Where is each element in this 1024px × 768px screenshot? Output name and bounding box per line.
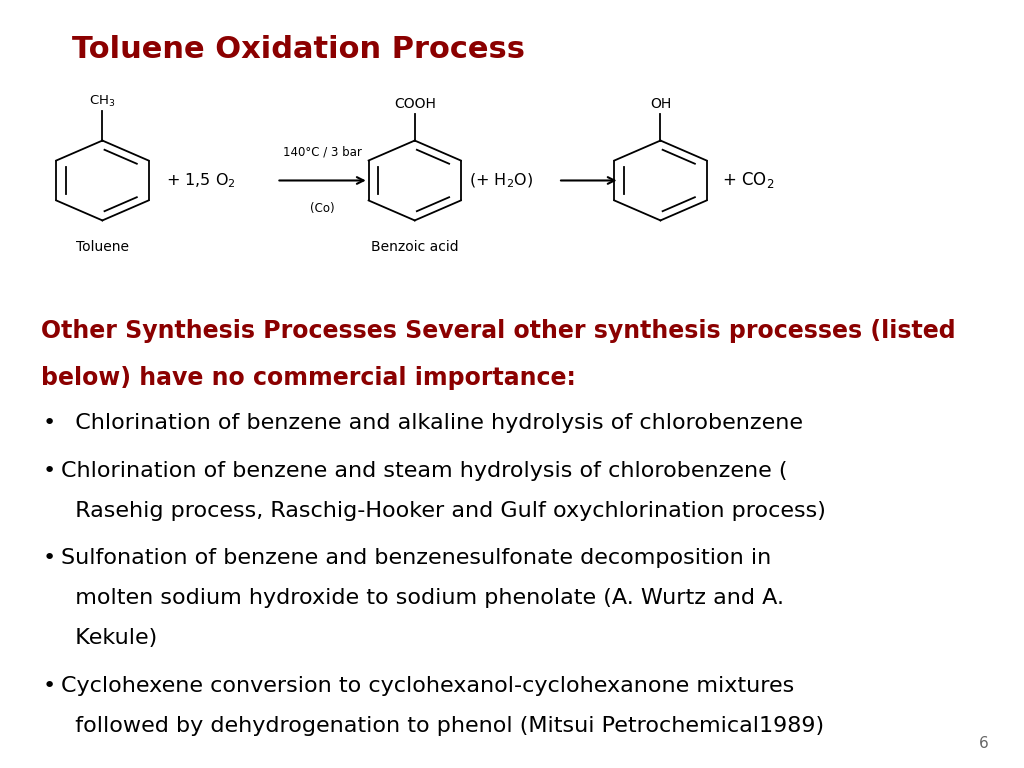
Text: Rasehig process, Raschig-Hooker and Gulf oxychlorination process): Rasehig process, Raschig-Hooker and Gulf… xyxy=(61,501,826,521)
Text: followed by dehydrogenation to phenol (Mitsui Petrochemical1989): followed by dehydrogenation to phenol (M… xyxy=(61,716,824,736)
Text: Chlorination of benzene and alkaline hydrolysis of chlorobenzene: Chlorination of benzene and alkaline hyd… xyxy=(61,413,804,433)
Text: •: • xyxy=(43,413,56,433)
Text: •: • xyxy=(43,676,56,696)
Text: $\mathregular{CH_3}$: $\mathregular{CH_3}$ xyxy=(89,94,116,109)
Text: Toluene Oxidation Process: Toluene Oxidation Process xyxy=(72,35,524,64)
Text: Kekule): Kekule) xyxy=(61,628,158,648)
Text: Toluene: Toluene xyxy=(76,240,129,253)
Text: •: • xyxy=(43,548,56,568)
Text: Other Synthesis Processes Several other synthesis processes (listed: Other Synthesis Processes Several other … xyxy=(41,319,955,343)
Text: $\mathrm{+ \ 1{,}5 \ O_2}$: $\mathrm{+ \ 1{,}5 \ O_2}$ xyxy=(166,171,236,190)
Text: Cyclohexene conversion to cyclohexanol-cyclohexanone mixtures: Cyclohexene conversion to cyclohexanol-c… xyxy=(61,676,795,696)
Text: $+\ \mathrm{CO_2}$: $+\ \mathrm{CO_2}$ xyxy=(722,170,774,190)
Text: (Co): (Co) xyxy=(310,202,335,215)
Text: COOH: COOH xyxy=(394,98,435,111)
Text: $(+\ \mathrm{H_2O})$: $(+\ \mathrm{H_2O})$ xyxy=(469,171,534,190)
Text: •: • xyxy=(43,461,56,481)
Text: molten sodium hydroxide to sodium phenolate (A. Wurtz and A.: molten sodium hydroxide to sodium phenol… xyxy=(61,588,784,608)
Text: Benzoic acid: Benzoic acid xyxy=(371,240,459,253)
Text: below) have no commercial importance:: below) have no commercial importance: xyxy=(41,366,575,390)
Text: 6: 6 xyxy=(978,736,988,751)
Text: Chlorination of benzene and steam hydrolysis of chlorobenzene (: Chlorination of benzene and steam hydrol… xyxy=(61,461,787,481)
Text: Sulfonation of benzene and benzenesulfonate decomposition in: Sulfonation of benzene and benzenesulfon… xyxy=(61,548,772,568)
Text: OH: OH xyxy=(650,98,671,111)
Text: 140°C / 3 bar: 140°C / 3 bar xyxy=(283,146,362,159)
